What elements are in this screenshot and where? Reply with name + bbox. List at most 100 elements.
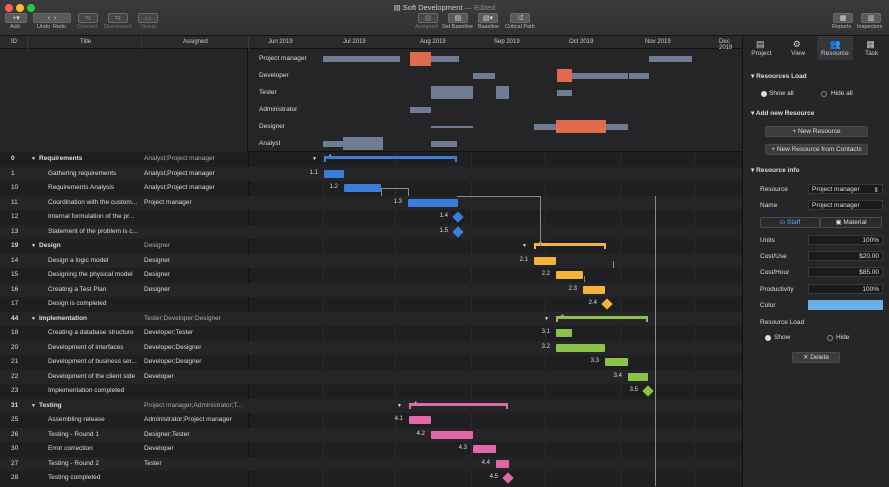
table-row[interactable]: 21 Development of business ser... Develope… <box>0 355 742 370</box>
gantt-milestone[interactable] <box>502 472 514 484</box>
productivity-input[interactable]: 100% <box>808 284 883 294</box>
gantt-milestone[interactable] <box>601 298 613 310</box>
collapse-triangle-icon[interactable]: ▼ <box>31 243 36 249</box>
resource-select[interactable]: Project manager ⇕ <box>808 184 883 194</box>
table-row[interactable]: 26 Testing - Round 1 Designer;Tester 4.2 <box>0 427 742 442</box>
assigned-button[interactable]: ▤ <box>418 13 438 23</box>
units-input[interactable]: 100% <box>808 235 883 245</box>
table-row[interactable]: 30 Error correction Developer 4.3 <box>0 442 742 457</box>
add-button[interactable]: +▾ <box>5 13 27 23</box>
table-row[interactable]: 19▼DesignDesigner2▼ <box>0 239 742 254</box>
connect-button[interactable]: ⇆ <box>78 13 98 23</box>
table-row[interactable]: 27 Testing - Round 2 Tester 4.4 <box>0 456 742 471</box>
add-new-resource-heading[interactable]: ▾ Add new Resource <box>751 110 815 117</box>
gantt-task-bar[interactable] <box>628 372 648 381</box>
material-toggle[interactable]: ▣ Material <box>820 217 882 228</box>
gantt-milestone[interactable] <box>642 385 654 397</box>
resources-load-heading[interactable]: ▾ Resources Load <box>751 73 807 80</box>
collapse-triangle-icon[interactable]: ▼ <box>31 156 36 162</box>
show-all-radio[interactable] <box>761 91 767 97</box>
delete-button[interactable]: ✕ Delete <box>792 352 840 363</box>
close-window-button[interactable] <box>5 4 13 12</box>
gantt-collapse-icon[interactable]: ▼ <box>397 402 402 409</box>
task-id: 21 <box>11 358 19 365</box>
hide-radio[interactable] <box>827 335 833 341</box>
set-baseline-button[interactable]: ▤ <box>448 13 468 23</box>
undo-redo-buttons[interactable]: ‹ › <box>33 13 71 23</box>
gantt-milestone[interactable] <box>452 211 464 223</box>
load-bar <box>431 141 457 147</box>
table-row[interactable]: 16 Creating a Test Plan Designer 2.3 <box>0 282 742 297</box>
gantt-task-bar[interactable] <box>496 459 509 468</box>
name-input[interactable]: Project manager <box>808 200 883 210</box>
tab-view[interactable]: ⚙ View <box>791 39 806 57</box>
cost-hour-input[interactable]: $85.00 <box>808 267 883 277</box>
table-row[interactable]: 14 Design a logic model Designer 2.1 <box>0 253 742 268</box>
show-radio[interactable] <box>765 335 771 341</box>
gantt-task-bar[interactable] <box>556 329 572 337</box>
group-button[interactable]: ▭ <box>138 13 158 23</box>
gantt-summary-bar[interactable] <box>534 243 606 249</box>
zoom-window-button[interactable] <box>27 4 35 12</box>
gantt-task-bar[interactable] <box>344 184 381 192</box>
hide-all-radio[interactable] <box>821 91 827 97</box>
gantt-task-bar[interactable] <box>556 343 605 352</box>
tab-task[interactable]: ▦ Task <box>864 39 879 57</box>
gantt-task-bar[interactable] <box>583 285 605 294</box>
table-row[interactable]: 20 Development of interfaces Developer;Des… <box>0 340 742 355</box>
gantt-summary-bar[interactable] <box>556 315 648 322</box>
table-row[interactable]: 10 Requirements Analysis Analyst;Project m… <box>0 181 742 196</box>
table-row[interactable]: 44 ▼ Implementation Tester;Developer;Design… <box>0 311 742 326</box>
tab-project[interactable]: ▤ Project <box>751 39 772 57</box>
tab-resource[interactable]: 👥 Resource <box>816 36 854 60</box>
gantt-collapse-icon[interactable]: ▼ <box>544 315 549 322</box>
gantt-collapse-icon[interactable]: ▼ <box>312 156 317 162</box>
table-row[interactable]: 12 Internal formulation of the pr... 1.4 <box>0 210 742 225</box>
gantt-collapse-icon[interactable]: ▼ <box>522 243 527 249</box>
table-row[interactable]: 1 Gathering requirements Analyst;Project m… <box>0 166 742 181</box>
task-title: Coordination with the custom... <box>48 198 138 206</box>
gantt-milestone[interactable] <box>452 225 464 238</box>
cost-use-input[interactable]: $20.00 <box>808 251 883 261</box>
task-id: 16 <box>11 285 19 293</box>
gantt-task-bar[interactable] <box>605 358 628 366</box>
gantt-task-bar[interactable] <box>408 198 458 207</box>
gantt-task-bar[interactable] <box>473 445 496 453</box>
gantt-task-bar[interactable] <box>534 256 556 265</box>
gantt-task-bar[interactable] <box>556 271 583 279</box>
gantt-task-bar[interactable] <box>409 416 431 424</box>
task-title: Testing - Round 1 <box>48 430 99 438</box>
baseline-button[interactable]: ▤▾ <box>478 13 498 23</box>
gantt-task-bar[interactable] <box>431 430 473 439</box>
table-row[interactable]: 22 Development of the client side Develope… <box>0 369 742 384</box>
new-resource-button[interactable]: + New Resource <box>765 126 868 137</box>
table-row[interactable]: 25 Assembling release Administrator;Projec… <box>0 413 742 428</box>
reports-button[interactable]: ▦ <box>833 13 853 23</box>
minimize-window-button[interactable] <box>16 4 24 12</box>
new-resource-from-contacts-button[interactable]: + New Resource from Contacts <box>765 144 868 155</box>
table-row[interactable]: 17 Design is completed 2.4 <box>0 297 742 312</box>
collapse-triangle-icon[interactable]: ▼ <box>31 402 36 409</box>
disconnect-button[interactable]: ⇆ <box>108 13 128 23</box>
gantt-task-bar[interactable] <box>324 169 344 178</box>
table-row[interactable]: 31 ▼ Testing Project manager;Administrator;… <box>0 398 742 413</box>
table-row[interactable]: 13 Statement of the problem is c... 1.5 <box>0 224 742 239</box>
col-title[interactable]: Title <box>80 39 92 45</box>
color-well[interactable] <box>808 300 883 310</box>
col-id[interactable]: ID <box>11 39 17 45</box>
gantt-summary-bar[interactable] <box>324 156 457 162</box>
table-row[interactable]: 15 Designing the physical model Designer 2.… <box>0 268 742 283</box>
critical-path-button[interactable]: ⤮ <box>510 13 530 23</box>
staff-toggle[interactable]: ⛀ Staff <box>760 217 820 228</box>
collapse-triangle-icon[interactable]: ▼ <box>31 315 36 322</box>
table-row[interactable]: 28 Testing completed 4.5 <box>0 471 742 486</box>
table-row[interactable]: 11 Coordination with the custom... Project… <box>0 195 742 210</box>
table-row[interactable]: 18 Creating a database structure Developer… <box>0 326 742 341</box>
resource-info-heading[interactable]: ▾ Resource info <box>751 167 800 174</box>
table-row[interactable]: 23 Implementation completed 3.5 <box>0 384 742 399</box>
gantt-summary-bar[interactable] <box>409 402 508 409</box>
task-title: Design is completed <box>48 300 107 307</box>
col-assigned[interactable]: Assigned <box>183 39 208 45</box>
inspectors-button[interactable]: ▥ <box>861 13 881 23</box>
